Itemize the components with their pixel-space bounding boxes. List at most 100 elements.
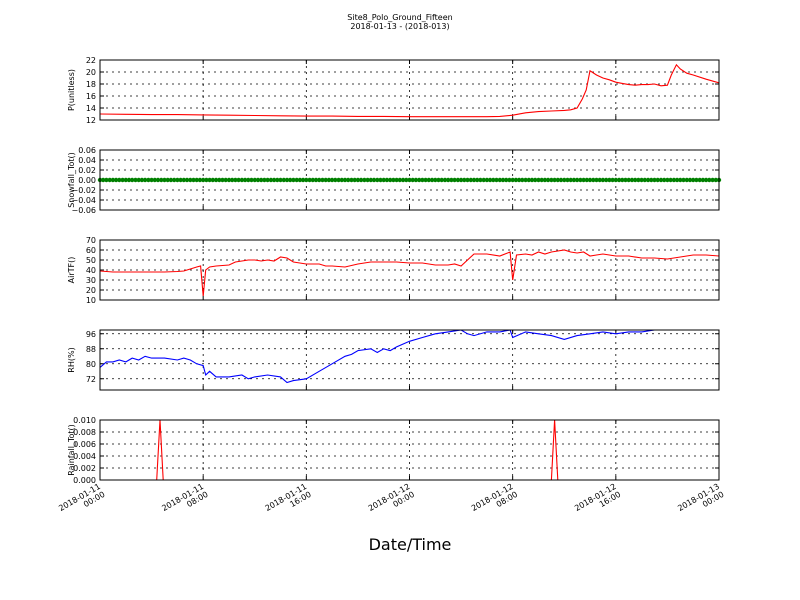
y-tick-label: −0.02 (71, 186, 96, 195)
data-point (626, 177, 631, 183)
data-point (507, 177, 512, 183)
data-point (533, 177, 538, 183)
y-axis-label: Snowfall_Tot() (67, 152, 76, 208)
data-point (371, 177, 377, 183)
data-point (491, 177, 496, 183)
y-tick-label: 96 (86, 330, 96, 339)
y-tick-label: 0.06 (78, 146, 96, 155)
data-point (239, 177, 245, 183)
y-tick-label: 12 (86, 116, 96, 125)
data-point (265, 177, 270, 183)
data-point (571, 177, 577, 183)
data-point (142, 177, 148, 183)
panel-1: 12 14 16 18 20 22 P(unitless) (67, 56, 720, 125)
data-point (126, 177, 132, 183)
data-point (465, 177, 470, 183)
data-point (455, 177, 461, 183)
data-point (268, 177, 274, 183)
plot-frame (99, 419, 720, 481)
data-point (213, 177, 219, 183)
data-point (333, 177, 338, 183)
y-tick-label: 50 (86, 256, 96, 265)
y-tick-label: 20 (86, 286, 96, 295)
data-point (346, 177, 351, 183)
data-point (516, 177, 522, 183)
y-tick-label: 40 (86, 266, 96, 275)
data-point (123, 177, 128, 183)
data-point (452, 177, 457, 183)
data-point (526, 177, 531, 183)
data-point (284, 177, 290, 183)
data-point (475, 177, 480, 183)
data-point (542, 177, 548, 183)
data-point (555, 177, 560, 183)
data-point (652, 177, 657, 183)
panel-2: −0.06−0.04−0.020.000.020.040.06Snowfall_… (67, 146, 722, 215)
data-point (313, 177, 319, 183)
data-point (636, 177, 641, 183)
y-tick-label: 18 (86, 80, 96, 89)
data-point (168, 177, 174, 183)
data-point (242, 177, 248, 183)
x-axis-label: Date/Time (369, 535, 452, 554)
data-point (478, 177, 483, 183)
data-point (442, 177, 448, 183)
data-point (642, 177, 647, 183)
data-point (674, 177, 680, 183)
data-point (381, 177, 386, 183)
data-point (623, 177, 628, 183)
data-point (707, 177, 712, 183)
data-point (523, 177, 528, 183)
data-point (400, 177, 406, 183)
data-point (172, 177, 177, 183)
data-point (616, 177, 622, 183)
data-point (500, 177, 506, 183)
data-point (323, 177, 328, 183)
data-point (339, 177, 344, 183)
y-tick-label: 70 (86, 236, 96, 245)
data-point (342, 177, 348, 183)
data-point (423, 177, 428, 183)
data-point (536, 177, 541, 183)
y-tick-label: 30 (86, 276, 96, 285)
data-point (259, 177, 264, 183)
data-point (684, 177, 689, 183)
data-point (539, 177, 544, 183)
data-point (610, 177, 615, 183)
data-point (375, 177, 380, 183)
data-point (597, 177, 602, 183)
y-tick-label: 14 (86, 104, 96, 113)
data-point (101, 177, 106, 183)
data-point (420, 177, 425, 183)
data-point (591, 177, 596, 183)
data-point (349, 177, 354, 183)
data-point (436, 177, 441, 183)
series-line-4 (100, 330, 710, 384)
data-point (130, 177, 135, 183)
data-point (304, 177, 309, 183)
data-point (230, 177, 235, 183)
data-point (320, 177, 325, 183)
data-point (201, 177, 206, 183)
data-point (658, 177, 664, 183)
data-point (497, 177, 502, 183)
data-point (439, 177, 444, 183)
data-point (581, 177, 586, 183)
data-point (633, 177, 638, 183)
data-point (433, 177, 438, 183)
data-point (110, 177, 116, 183)
data-point (655, 177, 660, 183)
data-point (388, 177, 393, 183)
data-point (378, 177, 383, 183)
data-point (662, 177, 667, 183)
data-point (278, 177, 283, 183)
data-point (155, 177, 161, 183)
data-point (458, 177, 464, 183)
data-point (665, 177, 670, 183)
data-point (362, 177, 367, 183)
data-point (271, 177, 277, 183)
data-point (700, 177, 706, 183)
data-point (352, 177, 357, 183)
data-point (149, 177, 154, 183)
